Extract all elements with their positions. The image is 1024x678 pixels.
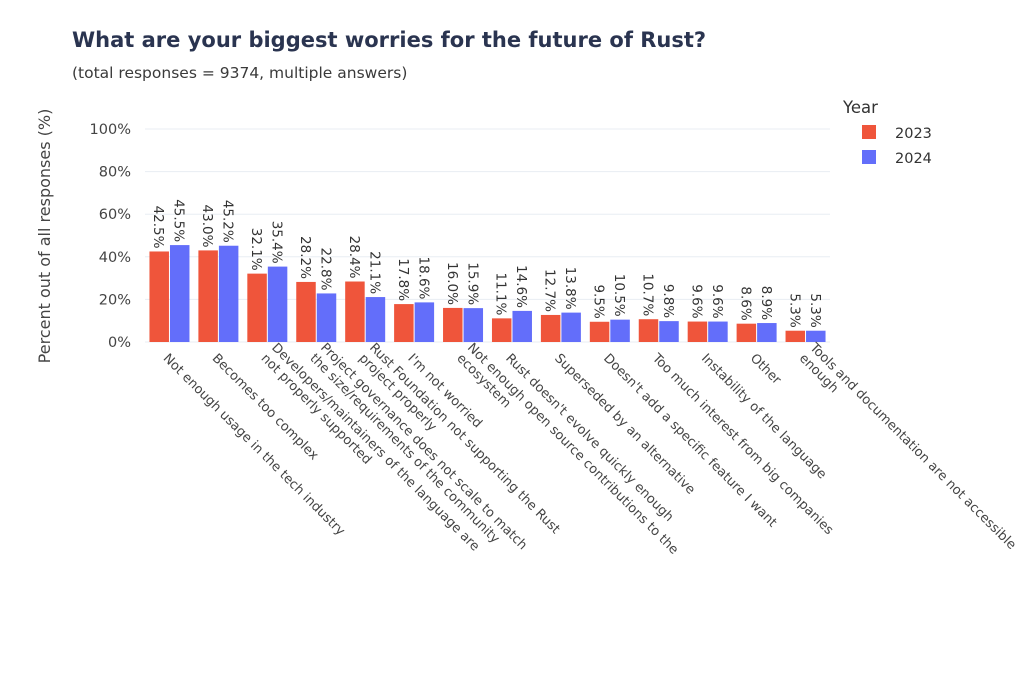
- y-axis-label: Percent out of all responses (%): [35, 109, 54, 364]
- y-tick-label: 40%: [99, 250, 131, 266]
- data-label-2023-7: 11.1%: [493, 272, 509, 315]
- data-label-2024-0: 45.5%: [171, 199, 187, 242]
- y-tick-label: 20%: [99, 292, 131, 308]
- bar-2024-1[interactable]: [218, 245, 239, 342]
- legend-swatch-2023: [862, 125, 876, 139]
- bar-2024-13[interactable]: [806, 330, 826, 342]
- y-tick-label: 80%: [99, 165, 131, 181]
- bar-2024-8[interactable]: [561, 312, 581, 342]
- x-axis-tick-labels: Not enough usage in the tech industryBec…: [160, 340, 1019, 558]
- data-label-2024-2: 35.4%: [269, 221, 285, 264]
- x-tick-label: Too much interest from big companies: [648, 350, 836, 538]
- data-label-2024-13: 5.3%: [807, 293, 823, 327]
- bar-2023-3[interactable]: [296, 281, 316, 342]
- legend-item-2023[interactable]: 2023: [862, 125, 932, 142]
- bar-2023-2[interactable]: [247, 273, 267, 342]
- x-tick-label-line: Tools and documentation are not accessib…: [806, 340, 1019, 553]
- data-label-2023-5: 17.8%: [395, 258, 411, 301]
- x-tick-label-line: Other: [747, 351, 784, 388]
- bar-2024-12[interactable]: [757, 323, 777, 342]
- data-label-2023-0: 42.5%: [150, 206, 166, 249]
- data-label-2023-8: 12.7%: [542, 269, 558, 312]
- bar-2023-1[interactable]: [198, 250, 218, 342]
- data-label-2024-5: 18.6%: [415, 256, 431, 299]
- data-label-2023-1: 43.0%: [199, 205, 215, 248]
- bar-2024-0[interactable]: [169, 245, 190, 342]
- x-tick-label-line: Too much interest from big companies: [648, 350, 836, 538]
- data-label-2023-3: 28.2%: [297, 236, 313, 279]
- x-tick-label: Other: [747, 351, 784, 388]
- data-label-2024-8: 13.8%: [562, 267, 578, 310]
- data-label-2024-6: 15.9%: [464, 262, 480, 305]
- legend-label-2023: 2023: [895, 126, 932, 142]
- bar-2024-9[interactable]: [610, 319, 630, 342]
- legend-item-2024[interactable]: 2024: [862, 150, 932, 167]
- bar-2023-13[interactable]: [785, 330, 806, 342]
- bar-2024-6[interactable]: [463, 308, 484, 342]
- bar-2024-4[interactable]: [365, 297, 386, 342]
- chart-subtitle: (total responses = 9374, multiple answer…: [72, 64, 407, 82]
- x-tick-label-line: Not enough usage in the tech industry: [160, 351, 348, 539]
- data-label-2024-11: 9.6%: [709, 284, 725, 318]
- data-label-2023-2: 32.1%: [248, 228, 264, 271]
- bar-2024-7[interactable]: [512, 310, 532, 342]
- y-tick-label: 60%: [99, 207, 131, 223]
- data-label-2023-10: 10.7%: [640, 273, 656, 316]
- data-label-2024-1: 45.2%: [220, 200, 236, 243]
- bar-2023-9[interactable]: [589, 321, 610, 342]
- data-labels: 42.5% 43.0% 32.1% 28.2% 28.4% 17.8% 16.0% 11.1%…: [150, 199, 823, 328]
- x-tick-label: Not enough usage in the tech industry: [160, 351, 348, 539]
- y-tick-label: 0%: [108, 335, 131, 351]
- bar-2024-10[interactable]: [659, 321, 679, 342]
- data-label-2024-7: 14.6%: [513, 265, 529, 308]
- bars: [149, 245, 826, 342]
- bar-2024-11[interactable]: [708, 321, 728, 342]
- data-label-2023-6: 16.0%: [444, 262, 460, 305]
- legend-title: Year: [842, 98, 878, 117]
- data-label-2024-10: 9.8%: [660, 284, 676, 318]
- y-axis-ticks: 0% 20% 40% 60% 80% 100%: [90, 122, 131, 351]
- data-label-2023-9: 9.5%: [591, 284, 607, 318]
- bar-2023-10[interactable]: [638, 319, 659, 342]
- data-label-2023-12: 8.6%: [737, 286, 753, 320]
- legend-label-2024: 2024: [895, 151, 932, 167]
- bar-2024-5[interactable]: [414, 302, 435, 342]
- bar-2023-8[interactable]: [540, 314, 561, 342]
- bar-2023-12[interactable]: [736, 323, 757, 342]
- data-label-2024-9: 10.5%: [611, 274, 627, 317]
- bar-2024-2[interactable]: [267, 266, 288, 342]
- legend-swatch-2024: [862, 150, 876, 164]
- bar-2023-5[interactable]: [394, 304, 414, 342]
- bar-2023-0[interactable]: [149, 251, 169, 342]
- data-label-2024-3: 22.8%: [318, 248, 334, 291]
- data-label-2024-12: 8.9%: [758, 286, 774, 320]
- bar-2023-4[interactable]: [345, 281, 365, 342]
- legend: Year 2023 2024: [842, 98, 932, 167]
- data-label-2023-11: 9.6%: [688, 284, 704, 318]
- bar-2023-7[interactable]: [491, 318, 512, 342]
- data-label-2023-13: 5.3%: [786, 293, 802, 327]
- data-label-2024-4: 21.1%: [366, 251, 382, 294]
- bar-2024-3[interactable]: [316, 293, 337, 342]
- chart-title: What are your biggest worries for the fu…: [72, 28, 706, 52]
- bar-2023-6[interactable]: [443, 307, 463, 342]
- bar-2023-11[interactable]: [687, 321, 708, 342]
- data-label-2023-4: 28.4%: [346, 236, 362, 279]
- y-tick-label: 100%: [90, 122, 131, 138]
